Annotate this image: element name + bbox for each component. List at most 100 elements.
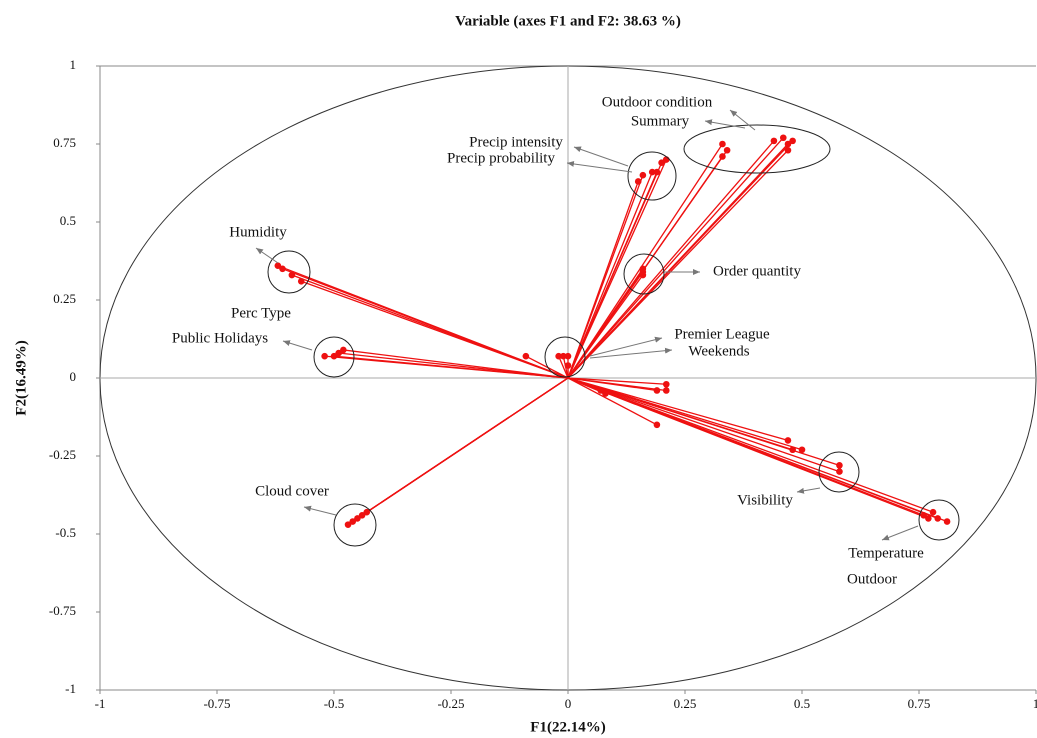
point: [779, 134, 787, 142]
vector: [567, 377, 934, 513]
vector: [567, 171, 653, 379]
point: [340, 346, 347, 354]
chart-title: Variable (axes F1 and F2: 38.63 %): [455, 13, 681, 29]
point: [789, 446, 796, 454]
x-tick-label: -0.5: [324, 696, 345, 711]
annotation: Outdoor condition: [602, 94, 713, 110]
point: [330, 352, 338, 360]
point: [723, 146, 731, 154]
vector: [567, 377, 840, 466]
point: [648, 168, 656, 176]
vector: [567, 149, 789, 379]
arrow: [796, 487, 821, 494]
annotation: Precip intensity: [469, 134, 563, 150]
vector: [567, 377, 667, 392]
y-tick-label: -0.25: [49, 447, 76, 462]
point: [789, 137, 796, 145]
point: [929, 508, 937, 516]
annotation: Temperature: [848, 545, 924, 561]
point: [288, 271, 296, 279]
point: [784, 140, 792, 148]
highlight: [313, 336, 355, 378]
vector: [567, 159, 667, 379]
point: [662, 380, 670, 388]
highlight: [918, 499, 960, 541]
point: [653, 387, 661, 394]
point: [358, 511, 366, 519]
point: [363, 508, 371, 516]
point: [349, 518, 357, 525]
point: [564, 352, 572, 360]
vector: [567, 377, 840, 473]
point: [639, 268, 647, 276]
y-tick-label: -1: [65, 681, 76, 696]
vector: [343, 349, 569, 379]
y-tick-label: 0.5: [60, 213, 76, 228]
point: [920, 511, 927, 519]
arrow: [589, 336, 663, 357]
point: [344, 521, 352, 528]
point: [335, 349, 342, 357]
arrow: [255, 247, 279, 264]
vector: [567, 271, 644, 379]
highlight: [544, 336, 586, 378]
x-tick-label: 1: [1033, 696, 1037, 711]
arrow: [566, 160, 633, 173]
annotation: Premier League: [674, 326, 770, 342]
annotation: Humidity: [229, 224, 287, 240]
point: [321, 352, 328, 360]
x-tick-label: 0.25: [674, 696, 697, 711]
point: [297, 277, 305, 285]
y-tick-label: 0.25: [53, 291, 76, 306]
highlight: [333, 503, 377, 547]
vector: [567, 377, 658, 426]
point: [639, 171, 647, 179]
point: [662, 387, 670, 394]
annotation: Visibility: [737, 492, 793, 508]
point: [653, 168, 661, 176]
arrow: [303, 505, 337, 516]
vector: [567, 140, 775, 379]
vector: [567, 174, 644, 379]
arrow: [881, 525, 919, 541]
point: [719, 140, 726, 148]
point: [925, 515, 932, 522]
annotation: Cloud cover: [255, 483, 329, 499]
point: [653, 421, 661, 429]
vector: [567, 143, 723, 379]
annotation: Perc Type: [231, 305, 291, 321]
point: [597, 387, 605, 394]
point: [522, 352, 530, 360]
point: [634, 178, 642, 185]
x-tick-label: 0.5: [794, 696, 810, 711]
y-tick-label: 0: [70, 369, 77, 384]
annotation: Summary: [631, 113, 690, 129]
y-axis-label: F2(16.49%): [13, 340, 29, 415]
point: [602, 390, 609, 397]
highlight: [267, 250, 311, 294]
point: [770, 137, 778, 145]
vector: [301, 280, 569, 379]
highlight: [627, 151, 677, 201]
x-tick-label: 0: [565, 696, 572, 711]
x-axis-label: F1(22.14%): [530, 719, 605, 735]
vector: [525, 355, 569, 379]
arrow: [282, 340, 313, 351]
point: [560, 352, 567, 360]
highlight: [818, 451, 860, 493]
annotation: Precip probability: [447, 150, 555, 166]
point: [719, 153, 726, 160]
x-tick-label: -1: [95, 696, 106, 711]
annotation: Outdoor: [847, 571, 897, 587]
vector: [558, 355, 569, 379]
vector: [567, 377, 948, 523]
annotation: Public Holidays: [172, 330, 268, 346]
vector: [366, 377, 569, 513]
point: [555, 352, 562, 360]
x-tick-label: -0.75: [203, 696, 230, 711]
annotation: Order quantity: [713, 263, 801, 279]
point: [784, 146, 792, 154]
point: [274, 262, 282, 269]
vector: [567, 137, 784, 379]
